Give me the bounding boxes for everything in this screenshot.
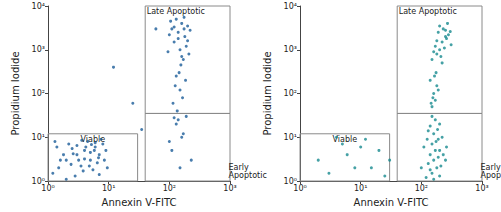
svg-text:10¹: 10¹	[102, 184, 115, 193]
svg-text:Annexin V-FITC: Annexin V-FITC	[354, 197, 429, 208]
svg-text:10⁰: 10⁰	[31, 176, 45, 186]
svg-text:10⁴: 10⁴	[284, 2, 297, 11]
svg-text:Early: Early	[228, 163, 252, 172]
svg-text:Apoptotic: Apoptotic	[481, 171, 501, 180]
svg-text:10¹: 10¹	[284, 133, 297, 142]
svg-text:10⁰: 10⁰	[41, 184, 54, 193]
svg-text:10⁰: 10⁰	[283, 176, 297, 186]
svg-text:Propidium Iodide: Propidium Iodide	[10, 51, 21, 135]
svg-text:10⁴: 10⁴	[32, 2, 45, 11]
svg-text:Apoptotic: Apoptotic	[229, 171, 267, 180]
svg-text:10³: 10³	[32, 45, 45, 54]
svg-text:Annexin V-FITC: Annexin V-FITC	[102, 197, 177, 208]
svg-text:Late Apoptotic: Late Apoptotic	[147, 7, 205, 16]
svg-text:10¹: 10¹	[32, 133, 45, 142]
svg-text:10³: 10³	[284, 45, 297, 54]
svg-text:Viable: Viable	[80, 135, 105, 144]
svg-text:10³: 10³	[475, 184, 488, 193]
svg-text:10²: 10²	[32, 89, 45, 98]
svg-text:10¹: 10¹	[354, 184, 367, 193]
svg-text:10²: 10²	[415, 184, 428, 193]
svg-text:10²: 10²	[163, 184, 176, 193]
svg-text:10²: 10²	[284, 89, 297, 98]
svg-text:10⁰: 10⁰	[293, 184, 306, 193]
svg-text:Viable: Viable	[332, 135, 357, 144]
svg-text:Propidium Iodide: Propidium Iodide	[262, 51, 273, 135]
svg-text:10³: 10³	[223, 184, 236, 193]
svg-text:Late Apoptotic: Late Apoptotic	[399, 7, 457, 16]
